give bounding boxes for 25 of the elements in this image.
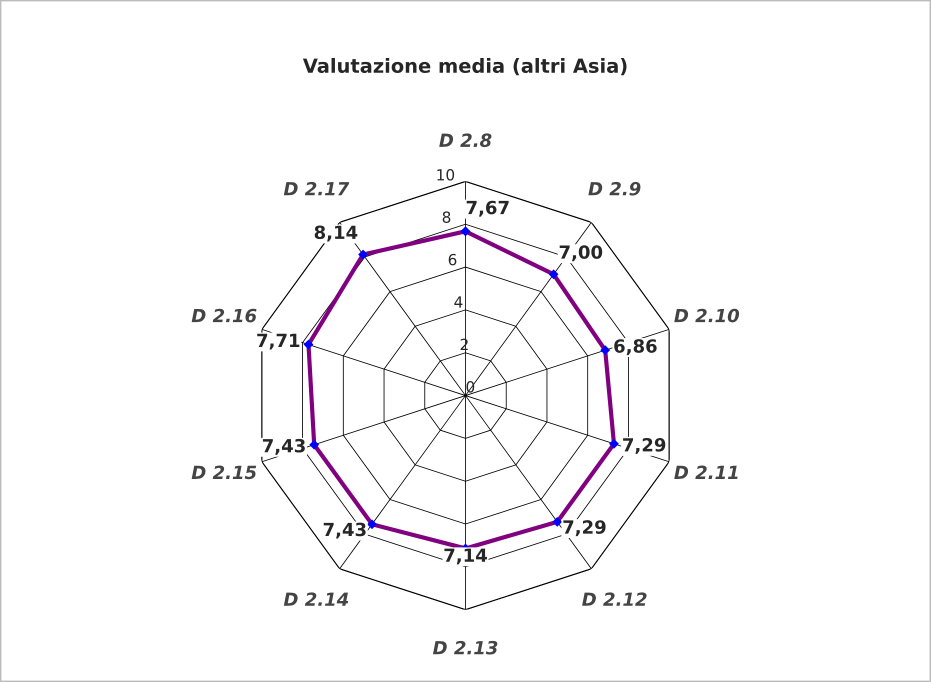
data-label: 7,29 (623, 438, 666, 454)
y-tick-label: 4 (454, 296, 462, 308)
spoke-label: D 2.9 (588, 182, 640, 196)
spoke-label: D 2.16 (192, 308, 256, 322)
data-label: 7,14 (444, 548, 487, 564)
spoke-label: D 2.10 (674, 308, 740, 322)
spoke-label: D 2.15 (192, 466, 256, 480)
spoke-label: D 2.12 (582, 592, 647, 606)
data-label: 7,43 (262, 438, 305, 455)
spoke-label: D 2.8 (439, 133, 492, 148)
y-tick-label: 10 (437, 169, 454, 181)
data-label: 8,14 (314, 226, 358, 242)
data-label: 7,29 (563, 520, 606, 536)
data-label: 7,43 (324, 522, 366, 539)
spoke-label: D 2.11 (674, 466, 738, 479)
data-label: 7,71 (257, 334, 300, 350)
y-tick-label: 8 (442, 211, 450, 223)
y-tick-label: 6 (448, 254, 456, 266)
data-label: 6,86 (614, 339, 657, 356)
data-label: 7,00 (560, 245, 602, 262)
chart-title: Valutazione media (altri Asia) (302, 58, 627, 76)
spoke-label: D 2.14 (284, 592, 348, 606)
spoke-label: D 2.13 (432, 640, 498, 655)
spoke-label: D 2.17 (284, 182, 350, 196)
data-label: 7,67 (466, 200, 509, 217)
